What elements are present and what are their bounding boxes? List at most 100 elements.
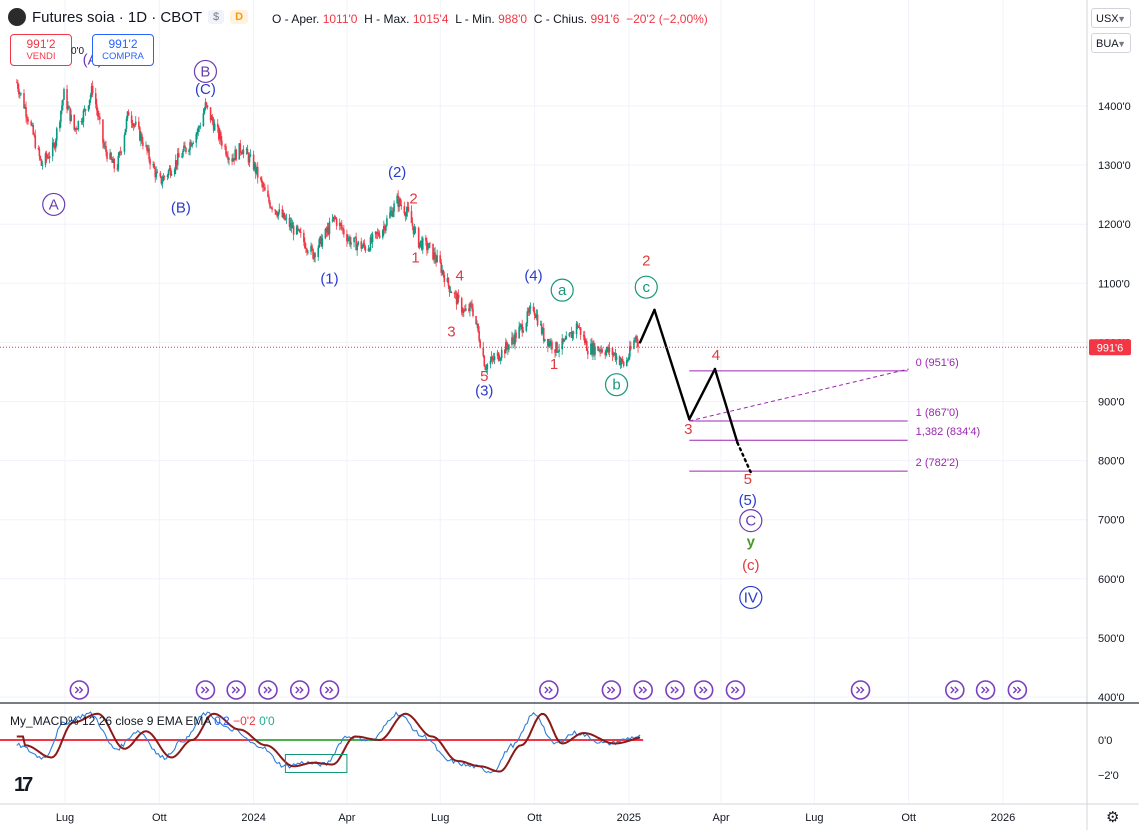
- x-tick-label: 2025: [617, 812, 641, 824]
- tradingview-logo-icon[interactable]: 17: [14, 774, 33, 796]
- event-marker-icon[interactable]: [665, 680, 685, 700]
- chevron-down-icon: ▼: [1117, 14, 1126, 24]
- candle-body: [37, 148, 40, 149]
- event-marker-chevron: [950, 686, 959, 694]
- candle-body: [411, 223, 414, 227]
- candle-body: [369, 237, 372, 251]
- event-marker-icon[interactable]: [601, 680, 622, 700]
- session-select[interactable]: BUA ▼: [1091, 33, 1131, 53]
- candle-body: [91, 85, 94, 94]
- macd-tick-label: −2'0: [1098, 770, 1119, 782]
- event-marker-circle: [69, 680, 90, 700]
- event-marker-chevron: [1012, 686, 1022, 694]
- candle-body: [533, 310, 536, 315]
- candle-body: [274, 209, 276, 211]
- candle-body: [513, 339, 515, 345]
- event-marker-icon[interactable]: [850, 680, 871, 700]
- candle-body: [288, 217, 291, 227]
- forecast-path[interactable]: [638, 308, 753, 474]
- event-marker-chevron: [730, 686, 740, 694]
- wave-label-circle: [634, 275, 658, 299]
- candle-body: [583, 336, 586, 344]
- candle-body: [433, 252, 435, 260]
- candle-body: [562, 338, 565, 342]
- session-value: BUA: [1096, 38, 1119, 50]
- indicator-legend[interactable]: My_MACD% 12 26 close 9 EMA EMA 0'2 −0'2 …: [10, 714, 275, 728]
- event-marker-icon[interactable]: [945, 680, 965, 700]
- event-marker-icon[interactable]: [1007, 680, 1028, 700]
- event-marker-icon[interactable]: [226, 680, 246, 700]
- event-marker-circle: [195, 680, 216, 700]
- candle-body: [38, 148, 41, 157]
- event-marker-icon[interactable]: [319, 680, 340, 700]
- candle-body: [245, 148, 248, 150]
- candle-body: [462, 309, 465, 313]
- candle-body: [492, 358, 495, 361]
- candle-body: [254, 163, 257, 174]
- candle-body: [284, 218, 287, 220]
- event-marker-circle: [945, 680, 965, 700]
- candle-body: [453, 293, 456, 294]
- forecast-segment: [638, 308, 656, 344]
- sell-button[interactable]: 991'2 VENDI: [10, 34, 72, 66]
- candle-body: [206, 105, 209, 108]
- currency-select[interactable]: USX ▼: [1091, 8, 1131, 28]
- buy-button[interactable]: 991'2 COMPRA: [92, 34, 154, 66]
- candle-body: [123, 134, 126, 152]
- candle-body: [66, 89, 68, 110]
- candle-body: [425, 238, 427, 241]
- candle-body: [291, 225, 294, 229]
- wave-label: (4): [524, 267, 542, 284]
- event-marker-icon[interactable]: [539, 680, 559, 700]
- candle-body: [554, 349, 556, 353]
- candle-body: [420, 240, 423, 250]
- candle-body: [390, 210, 392, 213]
- candle-body: [84, 109, 87, 111]
- candle-body: [120, 151, 123, 153]
- candle-body: [189, 142, 191, 150]
- candle-body: [52, 142, 55, 145]
- candle-body: [440, 262, 443, 273]
- candle-body: [17, 82, 19, 89]
- candle-body: [426, 240, 428, 250]
- candle-body: [126, 111, 129, 119]
- event-marker-icon[interactable]: [693, 680, 714, 700]
- candle-body: [184, 145, 186, 148]
- wave-label: 3: [447, 323, 455, 340]
- candle-body: [104, 146, 106, 147]
- event-marker-icon[interactable]: [289, 680, 310, 700]
- candle-body: [486, 364, 489, 370]
- fib-extension[interactable]: 0 (951'6) 1 (867'0) 1,382 (834'4) 2 (782'2): [689, 357, 980, 472]
- candle-body: [44, 153, 47, 165]
- candle-body: [132, 124, 135, 127]
- candle-body: [404, 213, 407, 217]
- symbol-title[interactable]: Futures soia · 1D · CBOT: [32, 8, 203, 26]
- candle-body: [20, 93, 22, 94]
- event-markers[interactable]: [69, 680, 1028, 700]
- event-marker-icon[interactable]: [633, 680, 653, 700]
- candle-body: [67, 106, 69, 110]
- spread-value: 0'0: [71, 46, 85, 57]
- wave-label: (C): [195, 81, 216, 98]
- wave-label: 2: [642, 253, 650, 270]
- event-marker-icon[interactable]: [195, 680, 216, 700]
- event-marker-icon[interactable]: [975, 680, 996, 700]
- candle-body: [521, 324, 524, 333]
- event-marker-icon[interactable]: [258, 680, 278, 700]
- candle-body: [232, 158, 234, 162]
- candle-body: [261, 179, 263, 183]
- candle-body: [435, 259, 437, 263]
- candle-body: [61, 105, 63, 111]
- gear-icon[interactable]: ⚙: [1106, 809, 1120, 826]
- candle-body: [177, 153, 180, 158]
- candle-body: [374, 231, 377, 235]
- candle-body: [558, 349, 560, 352]
- candle-body: [205, 102, 208, 106]
- candle-body: [518, 326, 520, 339]
- candle-body: [448, 285, 451, 292]
- fib-level-label: 2 (782'2): [916, 457, 959, 469]
- y-tick-label: 500'0: [1098, 633, 1125, 645]
- event-marker-icon[interactable]: [69, 680, 90, 700]
- event-marker-icon[interactable]: [725, 680, 746, 700]
